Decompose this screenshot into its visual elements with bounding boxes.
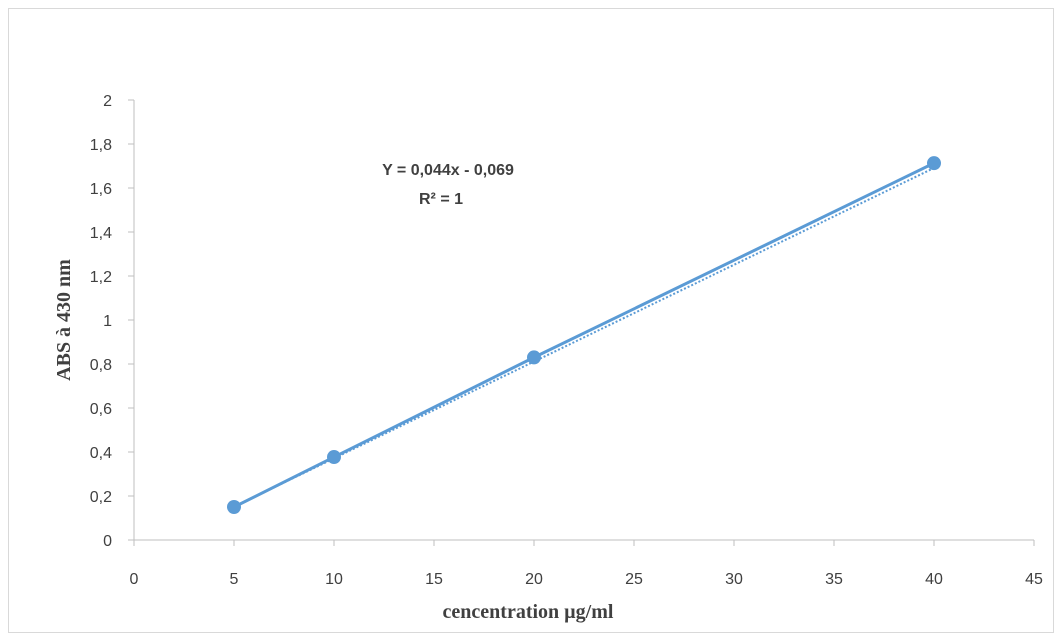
y-tick-label: 1,8 (90, 137, 112, 154)
y-tick-label: 0,8 (90, 357, 112, 374)
y-tick-label: 1,4 (90, 225, 112, 242)
x-tick-label: 20 (525, 571, 543, 588)
y-tick-label: 0,6 (90, 401, 112, 418)
x-tick-label: 30 (725, 571, 743, 588)
y-tick-label: 1,6 (90, 181, 112, 198)
y-tick-label: 1 (103, 313, 112, 330)
y-tick-label: 0,2 (90, 489, 112, 506)
x-axis-ticks: 0 5 10 15 20 25 30 35 40 45 (130, 540, 1043, 588)
x-tick-label: 40 (925, 571, 943, 588)
y-axis-title: ABS à 430 nm (53, 259, 75, 381)
x-tick-label: 15 (425, 571, 443, 588)
x-axis-title: cencentration µg/ml (443, 601, 614, 623)
y-axis-ticks: 0 0,2 0,4 0,6 0,8 1 1,2 1,4 1,6 1,8 2 (90, 93, 134, 550)
y-tick-label: 0,4 (90, 445, 112, 462)
y-tick-label: 1,2 (90, 269, 112, 286)
series-line (232, 161, 936, 509)
x-tick-label: 35 (825, 571, 843, 588)
data-point (927, 156, 941, 171)
data-point (227, 500, 241, 514)
x-tick-label: 5 (230, 571, 239, 588)
y-tick-label: 0 (103, 533, 112, 550)
data-point (527, 350, 541, 365)
data-point (327, 450, 341, 465)
x-tick-label: 0 (130, 571, 139, 588)
chart-frame (8, 8, 1054, 633)
y-tick-label: 2 (103, 93, 112, 110)
trendline-r2: R² = 1 (419, 191, 463, 208)
axes (133, 100, 1034, 541)
series-layer (232, 161, 936, 509)
x-tick-label: 45 (1025, 571, 1043, 588)
x-tick-label: 25 (625, 571, 643, 588)
data-points (227, 156, 941, 514)
trendline-equation: Y = 0,044x - 0,069 (382, 162, 514, 179)
x-tick-label: 10 (325, 571, 343, 588)
